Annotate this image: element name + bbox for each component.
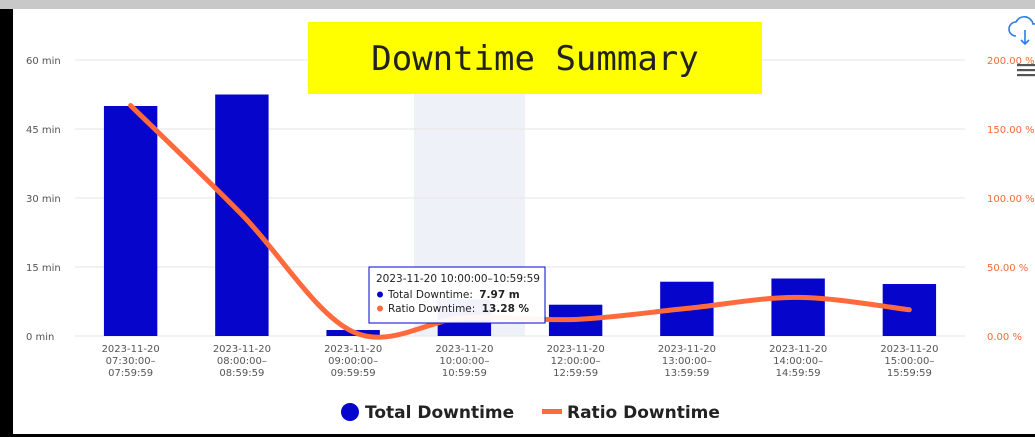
x-tick-label: 2023-11-20 10:00:00– 10:59:59	[435, 344, 493, 379]
y2-tick-label: 0.00 %	[987, 332, 1022, 343]
top-bar	[0, 0, 1035, 9]
tooltip-value: 7.97 m	[479, 289, 520, 301]
x-tick-label: 2023-11-20 09:00:00– 09:59:59	[324, 344, 382, 379]
menu-line[interactable]	[1017, 74, 1035, 77]
chart-title: Downtime Summary	[371, 39, 699, 79]
y-tick-label: 0 min	[26, 332, 54, 343]
y2-tick-label: 100.00 %	[987, 194, 1035, 205]
menu-line[interactable]	[1017, 64, 1035, 67]
tooltip-title: 2023-11-20 10:00:00–10:59:59	[376, 273, 540, 285]
menu-icon[interactable]	[1017, 64, 1035, 77]
tooltip-box	[368, 266, 546, 324]
legend-marker	[341, 403, 359, 421]
cloud[interactable]	[1008, 16, 1035, 37]
x-tick-label: 2023-11-20 08:00:00– 08:59:59	[213, 344, 271, 379]
legend-label: Total Downtime	[365, 403, 514, 423]
tooltip-marker	[377, 305, 383, 312]
y2-tick-label: 200.00 %	[987, 56, 1035, 67]
x-tick-label: 2023-11-20 13:00:00– 13:59:59	[658, 344, 716, 379]
menu-line[interactable]	[1017, 69, 1035, 72]
x-tick-label: 2023-11-20 07:30:00– 07:59:59	[102, 344, 160, 379]
y2-tick-label: 150.00 %	[987, 125, 1035, 136]
download-icon[interactable]	[1008, 16, 1035, 46]
bar	[771, 278, 825, 336]
y2-tick-label: 50.00 %	[987, 263, 1028, 274]
x-tick-label: 2023-11-20 15:00:00– 15:59:59	[880, 344, 938, 379]
legend-marker	[542, 409, 562, 414]
title-box	[308, 22, 762, 94]
y-tick-label: 45 min	[26, 125, 61, 136]
legend-label: Ratio Downtime	[567, 403, 720, 423]
bar	[103, 106, 158, 336]
x-tick-label: 2023-11-20 14:00:00– 14:59:59	[769, 344, 827, 379]
tooltip-item: Total Downtime: 7.97 m	[387, 289, 520, 301]
tooltip-label: Ratio Downtime:	[388, 303, 479, 315]
tooltip-value: 13.28 %	[482, 303, 530, 315]
y-tick-label: 30 min	[26, 194, 61, 205]
y-tick-label: 15 min	[26, 263, 61, 274]
x-tick-label: 2023-11-20 12:00:00– 12:59:59	[547, 344, 605, 379]
tooltip-label: Total Downtime:	[387, 289, 476, 301]
tooltip-item: Ratio Downtime: 13.28 %	[388, 303, 530, 315]
y-tick-label: 60 min	[26, 56, 61, 67]
arrow[interactable]	[1020, 30, 1030, 46]
tooltip-marker	[377, 291, 383, 298]
